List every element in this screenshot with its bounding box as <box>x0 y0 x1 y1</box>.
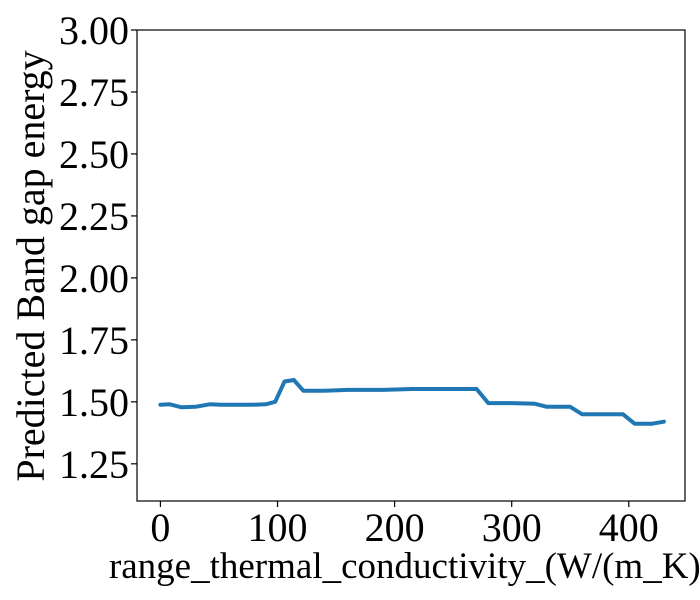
x-tick-label: 400 <box>599 505 659 550</box>
y-tick-label: 1.25 <box>59 442 129 487</box>
y-tick-label: 2.50 <box>59 132 129 177</box>
y-tick-label: 1.50 <box>59 380 129 425</box>
series-line <box>158 378 666 426</box>
y-axis-label: Predicted Band gap energy <box>8 50 53 481</box>
y-tick-label: 1.75 <box>59 318 129 363</box>
x-tick-label: 200 <box>365 505 425 550</box>
y-tick-label: 2.75 <box>59 70 129 115</box>
x-axis-label: range_thermal_conductivity_(W/(m_K)) <box>109 546 700 587</box>
y-tick-label: 2.00 <box>59 256 129 301</box>
y-axis: 1.25 1.50 1.75 2.00 2.25 2.50 2.75 3.00 <box>59 8 137 487</box>
x-tick-label: 100 <box>248 505 308 550</box>
y-tick-label: 2.25 <box>59 194 129 239</box>
y-tick-label: 3.00 <box>59 8 129 53</box>
x-tick-label: 300 <box>482 505 542 550</box>
plot-frame <box>136 29 686 502</box>
x-tick-label: 0 <box>150 505 170 550</box>
x-axis: 0 100 200 300 400 <box>150 501 659 550</box>
